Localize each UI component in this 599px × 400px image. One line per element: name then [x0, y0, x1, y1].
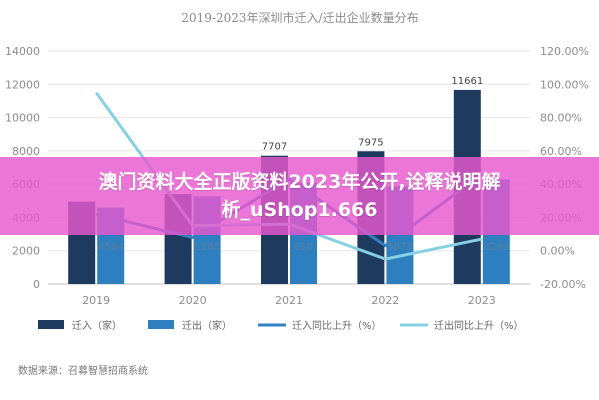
data-labels: 7707 7975 11661 4584 5268 610 5873 6289 [98, 76, 509, 253]
banner-line-1: 澳门资料大全正版资料2023年公开,诠释说明解 [98, 171, 501, 193]
left-tick-label: 14000 [5, 45, 40, 58]
left-tick-label: 8000 [12, 145, 40, 158]
bar-in-label: 7707 [262, 142, 287, 153]
x-tick-label: 2021 [275, 294, 303, 307]
watermark-banner: 澳门资料大全正版资料2023年公开,诠释说明解 析_uShop1.666 [0, 157, 599, 235]
bar-out-label: 5873 [387, 242, 412, 253]
x-tick-label: 2022 [371, 294, 399, 307]
legend-swatch [38, 320, 64, 329]
x-tick-label: 2019 [82, 294, 110, 307]
x-tick-label: 2020 [179, 294, 207, 307]
banner-line-2: 析_uShop1.666 [221, 199, 378, 221]
right-tick-label: 120.00% [540, 45, 589, 58]
bar-in-label: 11661 [451, 76, 483, 87]
legend-label: 迁出（家） [182, 319, 232, 332]
left-tick-label: 0 [33, 278, 40, 291]
legend: 迁入（家） 迁出（家） 迁入同比上升（%） 迁出同比上升（%） [38, 319, 524, 332]
bar-out-label: 6289 [484, 242, 509, 253]
x-tick-label: 2023 [468, 294, 496, 307]
bar-out-label: 4584 [98, 242, 123, 253]
right-tick-label: 60.00% [540, 145, 582, 158]
legend-label: 迁出同比上升（%） [434, 319, 524, 332]
left-tick-label: 2000 [12, 245, 40, 258]
left-tick-label: 12000 [5, 78, 40, 91]
right-tick-label: 80.00% [540, 112, 582, 125]
bar-in-label: 7975 [358, 137, 383, 148]
legend-swatch [148, 320, 174, 329]
right-tick-label: 0.00% [540, 245, 575, 258]
right-tick-label: 100.00% [540, 78, 589, 91]
left-tick-label: 10000 [5, 112, 40, 125]
bar-out-label: 5268 [194, 242, 219, 253]
legend-label: 迁入（家） [72, 319, 122, 332]
right-tick-label: -20.00% [540, 278, 586, 291]
bar-out-label: 610 [294, 242, 313, 253]
source-note: 数据来源：召募智慧招商系统 [18, 364, 148, 377]
chart-title: 2019-2023年深圳市迁入/迁出企业数量分布 [181, 10, 418, 25]
legend-label: 迁入同比上升（%） [292, 320, 382, 332]
